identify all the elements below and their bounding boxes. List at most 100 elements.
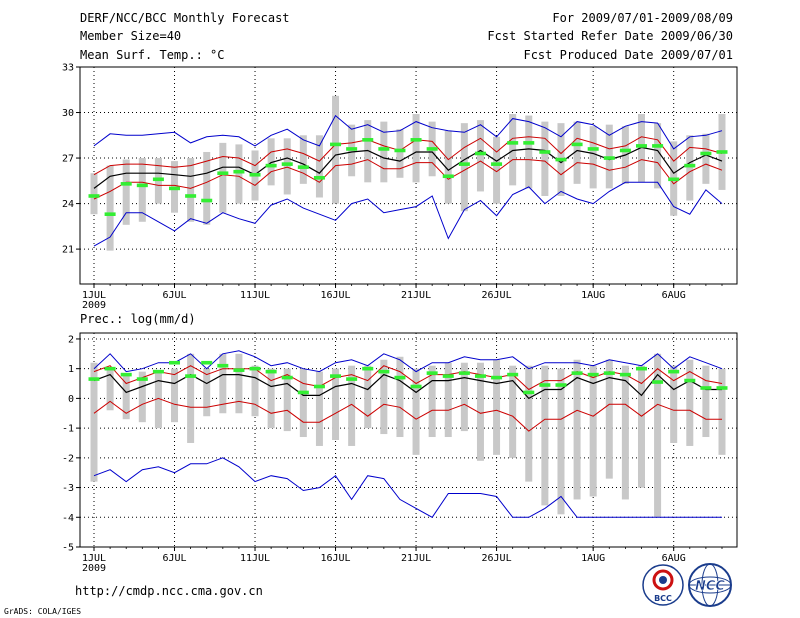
spread-bar [364,120,372,183]
mean-mark [635,144,647,148]
spread-bar [605,359,613,479]
spread-bar [364,365,372,429]
precipitation-panel: 1JUL 6JUL 11JUL 16JUL 21JUL 26JUL 1AUG 6AUG 2009… [62,332,738,574]
mean-mark [700,151,712,156]
spread-bar [654,123,662,189]
x-tick-label: 11JUL [240,290,270,301]
spread-bar [106,368,114,411]
spread-bar [670,365,678,443]
spread-bar [348,365,356,446]
mean-mark [587,147,599,151]
spread-bar [283,368,291,432]
mean-mark [281,375,293,380]
series-line-min [93,457,722,518]
series-line-max [93,350,723,373]
mean-mark [668,369,680,374]
spread-bar [541,365,549,506]
mean-mark [394,148,406,153]
spread-bar [718,368,726,455]
spread-bar [315,135,323,198]
spread-bar [171,368,179,423]
mean-mark [185,194,197,198]
source-url: http://cmdp.ncc.cma.gov.cn [75,584,263,598]
x-tick-label: 6AUG [662,553,686,564]
mean-mark [185,374,197,378]
mean-mark [635,366,647,371]
series-line-median [93,373,722,400]
mean-mark [120,182,132,186]
mean-mark [523,390,535,395]
mean-mark [426,147,438,151]
spread-bar [444,362,452,438]
y-tick-label: 21 [62,245,74,256]
mean-mark [152,369,164,374]
x-tick-label: 1JUL [82,553,106,564]
x-tick-label: 1JUL [82,290,106,301]
spread-bar [557,368,565,515]
mean-mark [474,374,486,378]
y-tick-label: 30 [62,108,74,119]
y-tick-label: -4 [62,513,74,524]
mean-mark [378,369,390,374]
x-tick-label: 1AUG [581,290,605,301]
mean-mark [684,378,696,383]
mean-mark [233,368,245,372]
spread-bar [686,359,694,446]
mean-mark [378,147,390,151]
series-line-max [93,114,723,150]
spread-bar [187,158,195,222]
series-line-median [93,146,723,189]
spread-bar [509,365,517,458]
spread-bar [267,368,275,429]
spread-bar [525,365,533,482]
spread-bar [154,371,162,429]
forecast-produced-date: Fcst Produced Date 2009/07/01 [523,48,733,62]
spread-bar [219,353,227,414]
mean-mark [603,371,615,375]
x-tick-label: 26JUL [482,553,512,564]
spread-bar [203,151,211,225]
x-year-label: 2009 [82,300,106,311]
spread-bar [444,130,452,204]
x-tick-label: 6AUG [662,290,686,301]
mean-mark [394,375,406,380]
figure-title: DERF/NCC/BCC Monthly Forecast [80,11,290,25]
mean-mark [571,142,583,147]
svg-text:BCC: BCC [654,594,672,603]
mean-mark [442,174,454,179]
spread-bar [219,142,227,213]
grads-credit: GrADS: COLA/IGES [4,607,81,616]
mean-mark [652,144,664,148]
spread-bar [332,95,340,204]
mean-mark [104,212,116,216]
spread-bar [106,165,114,251]
spread-bar [637,365,645,488]
mean-mark [410,138,422,142]
y-tick-label: 27 [62,154,74,165]
mean-mark [281,162,293,166]
spread-bar [90,362,98,482]
spread-bar [493,136,501,204]
mean-mark [539,150,551,154]
spread-bar [686,135,694,201]
y-tick-label: 0 [68,394,74,405]
x-tick-label: 16JUL [320,290,350,301]
mean-mark [104,366,116,371]
mean-mark [313,384,325,389]
mean-mark [217,363,229,368]
member-size-label: Member Size=40 [80,29,181,43]
spread-bar [509,114,517,186]
spread-bar [332,368,340,440]
y-tick-label: 1 [68,364,74,375]
spread-bar [380,121,388,183]
y-tick-label: -1 [62,424,74,435]
mean-mark [362,138,374,142]
mean-mark [491,375,503,380]
series-line-upper [93,365,723,391]
mean-mark [201,198,213,203]
temperature-panel: 1JUL 6JUL 11JUL 16JUL 21JUL 26JUL 1AUG 6AUG 2009… [62,63,738,311]
x-tick-label: 21JUL [401,290,431,301]
spread-bar [412,114,420,183]
mean-mark [507,372,519,377]
